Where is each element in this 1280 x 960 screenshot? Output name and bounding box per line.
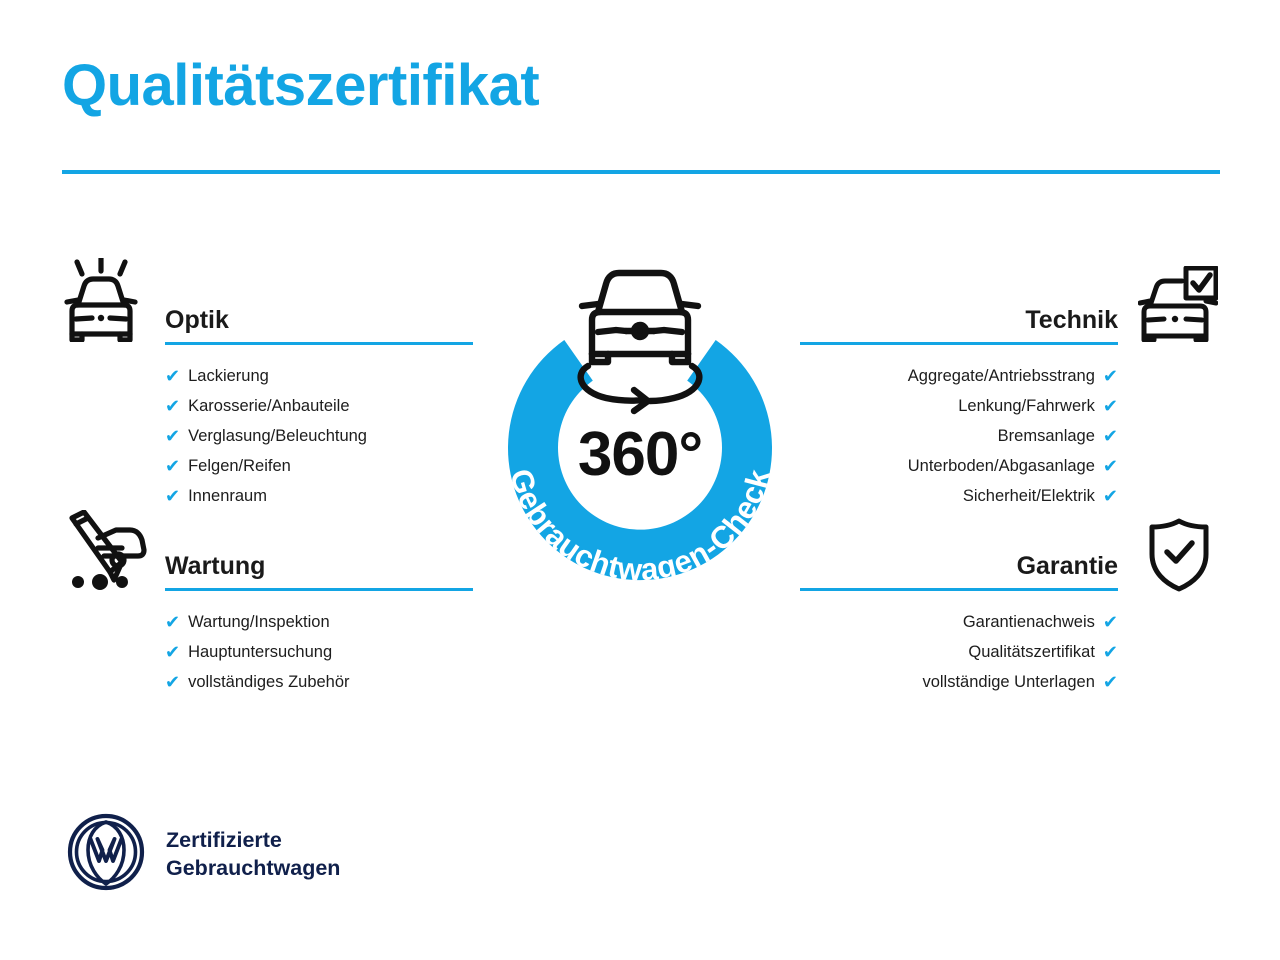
section-optik: Optik ✔ Lackierung ✔ Karosserie/Anbautei… [165, 295, 473, 511]
check-icon: ✔ [165, 396, 181, 416]
volkswagen-logo-icon [66, 812, 146, 897]
list-item: Garantienachweis ✔ [800, 607, 1118, 637]
vw-lockup-text: Zertifizierte Gebrauchtwagen [166, 827, 340, 882]
list-item-label: Lenkung/Fahrwerk [958, 397, 1095, 415]
list-item-label: Innenraum [188, 487, 267, 505]
vw-lockup-line2: Gebrauchtwagen [166, 855, 341, 880]
check-icon: ✔ [165, 426, 181, 446]
list-item-label: Hauptuntersuchung [188, 643, 333, 661]
list-item: ✔ Wartung/Inspektion [165, 607, 473, 637]
list-item-label: Aggregate/Antriebsstrang [907, 367, 1095, 385]
section-header-wartung: Wartung [165, 541, 473, 591]
list-item: ✔ vollständiges Zubehör [165, 667, 473, 697]
checklist-garantie: Garantienachweis ✔ Qualitätszertifikat ✔… [800, 607, 1118, 697]
page-title: Qualitätszertifikat [62, 53, 540, 118]
section-divider [800, 588, 1118, 591]
check-icon: ✔ [1102, 426, 1118, 446]
list-item: ✔ Karosserie/Anbauteile [165, 391, 473, 421]
check-icon: ✔ [165, 366, 181, 386]
list-item: Sicherheit/Elektrik ✔ [800, 481, 1118, 511]
list-item-label: Qualitätszertifikat [968, 643, 1095, 661]
checklist-technik: Aggregate/Antriebsstrang ✔ Lenkung/Fahrw… [800, 361, 1118, 511]
list-item-label: vollständiges Zubehör [188, 673, 350, 691]
section-title: Garantie [1016, 552, 1118, 580]
list-item: Aggregate/Antriebsstrang ✔ [800, 361, 1118, 391]
list-item: Unterboden/Abgasanlage ✔ [800, 451, 1118, 481]
checklist-optik: ✔ Lackierung ✔ Karosserie/Anbauteile ✔ V… [165, 361, 473, 511]
list-item-label: Felgen/Reifen [188, 457, 291, 475]
vw-certified-lockup: Zertifizierte Gebrauchtwagen [66, 812, 340, 897]
list-item: ✔ Lackierung [165, 361, 473, 391]
list-item: ✔ Felgen/Reifen [165, 451, 473, 481]
check-icon: ✔ [1102, 456, 1118, 476]
check-icon: ✔ [1102, 486, 1118, 506]
check-icon: ✔ [1102, 642, 1118, 662]
checklist-wartung: ✔ Wartung/Inspektion ✔ Hauptuntersuchung… [165, 607, 473, 697]
section-divider [165, 342, 473, 345]
section-divider [165, 588, 473, 591]
section-header-technik: Technik [800, 295, 1118, 345]
vw-lockup-line1: Zertifizierte [166, 827, 282, 852]
section-title: Optik [165, 306, 229, 334]
title-divider [62, 170, 1220, 174]
check-icon: ✔ [165, 642, 181, 662]
section-title: Wartung [165, 552, 266, 580]
section-title: Technik [1025, 306, 1118, 334]
check-icon: ✔ [165, 486, 181, 506]
list-item-label: Garantienachweis [962, 613, 1095, 631]
section-technik: Technik Aggregate/Antriebsstrang ✔ Lenku… [800, 295, 1118, 511]
list-item: Qualitätszertifikat ✔ [800, 637, 1118, 667]
list-item-label: Verglasung/Beleuchtung [188, 427, 367, 445]
check-icon: ✔ [165, 456, 181, 476]
list-item: ✔ Innenraum [165, 481, 473, 511]
list-item: ✔ Hauptuntersuchung [165, 637, 473, 667]
section-divider [800, 342, 1118, 345]
shield-check-icon [1148, 518, 1210, 597]
section-header-optik: Optik [165, 295, 473, 345]
badge-center-label: 360° [577, 420, 703, 489]
list-item-label: Bremsanlage [997, 427, 1095, 445]
list-item: ✔ Verglasung/Beleuchtung [165, 421, 473, 451]
pen-car-service-icon [60, 509, 148, 599]
list-item-label: vollständige Unterlagen [922, 673, 1095, 691]
gebrauchtwagen-check-badge: Gebrauchtwagen-Check [462, 252, 818, 626]
check-icon: ✔ [1102, 612, 1118, 632]
list-item: Bremsanlage ✔ [800, 421, 1118, 451]
list-item: vollständige Unterlagen ✔ [800, 667, 1118, 697]
check-icon: ✔ [1102, 396, 1118, 416]
check-icon: ✔ [1102, 672, 1118, 692]
list-item-label: Wartung/Inspektion [188, 613, 330, 631]
check-icon: ✔ [165, 612, 181, 632]
section-wartung: Wartung ✔ Wartung/Inspektion ✔ Hauptunte… [165, 541, 473, 697]
list-item: Lenkung/Fahrwerk ✔ [800, 391, 1118, 421]
car-checkbox-icon [1137, 265, 1219, 347]
list-item-label: Lackierung [188, 367, 269, 385]
list-item-label: Karosserie/Anbauteile [188, 397, 350, 415]
check-icon: ✔ [165, 672, 181, 692]
check-icon: ✔ [1102, 366, 1118, 386]
section-header-garantie: Garantie [800, 541, 1118, 591]
list-item-label: Sicherheit/Elektrik [962, 487, 1095, 505]
section-garantie: Garantie Garantienachweis ✔ Qualitätszer… [800, 541, 1118, 697]
list-item-label: Unterboden/Abgasanlage [907, 457, 1095, 475]
car-shine-icon [62, 255, 140, 347]
